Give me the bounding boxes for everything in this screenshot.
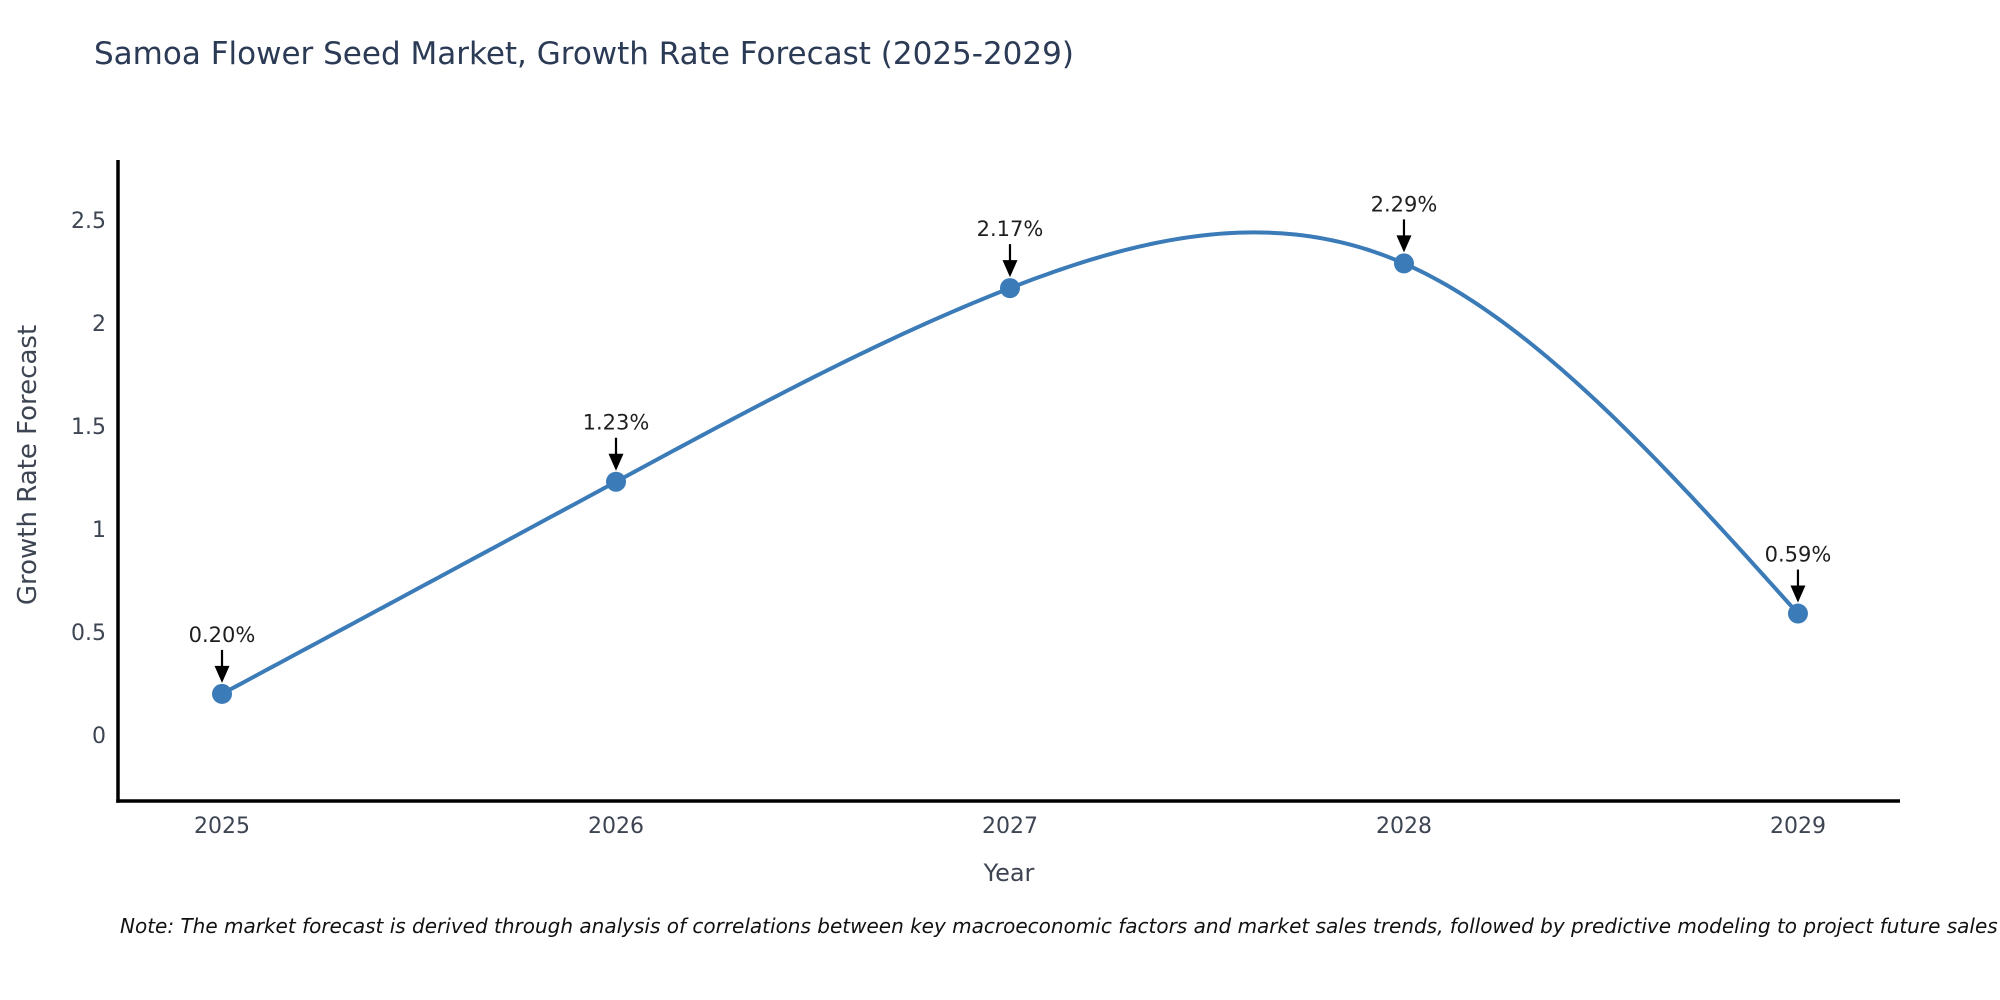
chart-title: Samoa Flower Seed Market, Growth Rate Fo… (94, 36, 1074, 72)
data-point-marker (605, 471, 626, 492)
x-tick-label: 2027 (982, 814, 1038, 839)
y-tick-label: 1.5 (71, 415, 106, 440)
annotation-arrowhead (214, 665, 230, 683)
data-point-label: 0.59% (1765, 543, 1832, 567)
y-tick-label: 1 (92, 518, 106, 543)
data-point-marker (1393, 253, 1414, 274)
data-point-marker (1787, 603, 1808, 624)
y-tick-label: 2.5 (71, 209, 106, 234)
x-axis-title: Year (983, 859, 1035, 887)
y-tick-label: 2 (92, 312, 106, 337)
data-point-label: 2.17% (977, 217, 1044, 241)
data-point-marker (212, 683, 233, 704)
x-tick-label: 2026 (588, 814, 644, 839)
footnote-text: Note: The market forecast is derived thr… (120, 914, 1998, 938)
forecast-line (220, 230, 1800, 696)
annotation-arrowhead (1396, 235, 1412, 253)
data-point-marker (999, 278, 1020, 299)
annotation-arrowhead (1790, 585, 1806, 603)
y-tick-label: 0.5 (71, 621, 106, 646)
annotation-arrowhead (608, 453, 624, 471)
data-point-label: 0.20% (189, 623, 256, 647)
data-point-label: 2.29% (1371, 192, 1438, 216)
y-axis-title: Growth Rate Forecast (13, 325, 43, 605)
x-tick-label: 2028 (1376, 814, 1432, 839)
annotation-arrowhead (1002, 260, 1018, 278)
data-point-label: 1.23% (583, 411, 650, 435)
x-tick-label: 2025 (194, 814, 250, 839)
x-tick-label: 2029 (1770, 814, 1826, 839)
y-tick-label: 0 (92, 724, 106, 749)
